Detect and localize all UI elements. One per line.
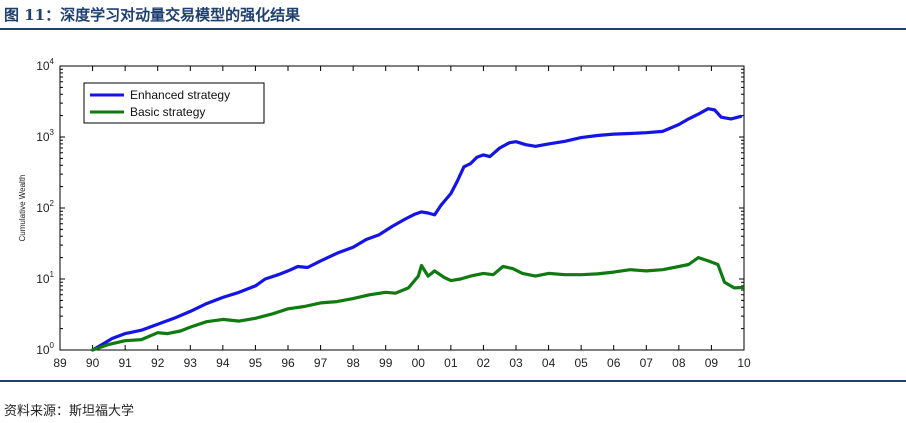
x-tick-label: 90	[86, 356, 100, 370]
x-tick-label: 01	[444, 356, 458, 370]
x-tick-label: 93	[184, 356, 198, 370]
x-tick-label: 96	[281, 356, 295, 370]
legend: Enhanced strategy Basic strategy	[83, 82, 265, 124]
cumulative-wealth-chart: 100 101 102 103 104 89 90 91 92 93 94 95 96 97 98 99 00…	[18, 57, 751, 370]
x-tick-label: 99	[379, 356, 393, 370]
x-tick-label: 03	[509, 356, 523, 370]
y-tick-label: 104	[36, 57, 54, 73]
y-tick-label: 103	[36, 128, 54, 144]
header-rule	[0, 28, 906, 30]
x-tick-label: 00	[412, 356, 426, 370]
x-tick-label: 97	[314, 356, 328, 370]
footer-rule	[0, 380, 906, 382]
y-axis: 100 101 102 103 104	[36, 57, 744, 357]
y-tick-label: 102	[36, 199, 54, 215]
x-tick-label: 91	[118, 356, 132, 370]
figure-title: 图 11：深度学习对动量交易模型的强化结果	[4, 6, 301, 24]
x-tick-label: 04	[542, 356, 556, 370]
legend-box	[83, 82, 265, 124]
x-tick-label: 08	[672, 356, 686, 370]
series-basic-strategy	[91, 256, 744, 352]
source-note: 资料来源：斯坦福大学	[4, 404, 135, 419]
x-tick-label: 02	[477, 356, 491, 370]
x-tick-label: 98	[346, 356, 360, 370]
x-tick-label: 95	[249, 356, 263, 370]
series-enhanced-strategy	[91, 107, 743, 352]
y-axis-label: Cumulative Wealth	[18, 175, 27, 242]
y-tick-label: 101	[36, 270, 54, 286]
legend-label-enhanced: Enhanced strategy	[130, 88, 230, 102]
x-tick-label: 07	[640, 356, 654, 370]
x-tick-label: 92	[151, 356, 165, 370]
x-tick-label: 10	[737, 356, 751, 370]
x-tick-label: 09	[705, 356, 719, 370]
series-layer	[91, 107, 744, 352]
x-axis: 89 90 91 92 93 94 95 96 97 98 99 00 01 02 03 04 05 06 07 08…	[53, 66, 751, 370]
x-tick-label: 94	[216, 356, 230, 370]
x-tick-label: 89	[53, 356, 67, 370]
x-tick-label: 05	[574, 356, 588, 370]
y-tick-label: 100	[36, 341, 54, 357]
x-tick-label: 06	[607, 356, 621, 370]
legend-label-basic: Basic strategy	[130, 105, 205, 119]
